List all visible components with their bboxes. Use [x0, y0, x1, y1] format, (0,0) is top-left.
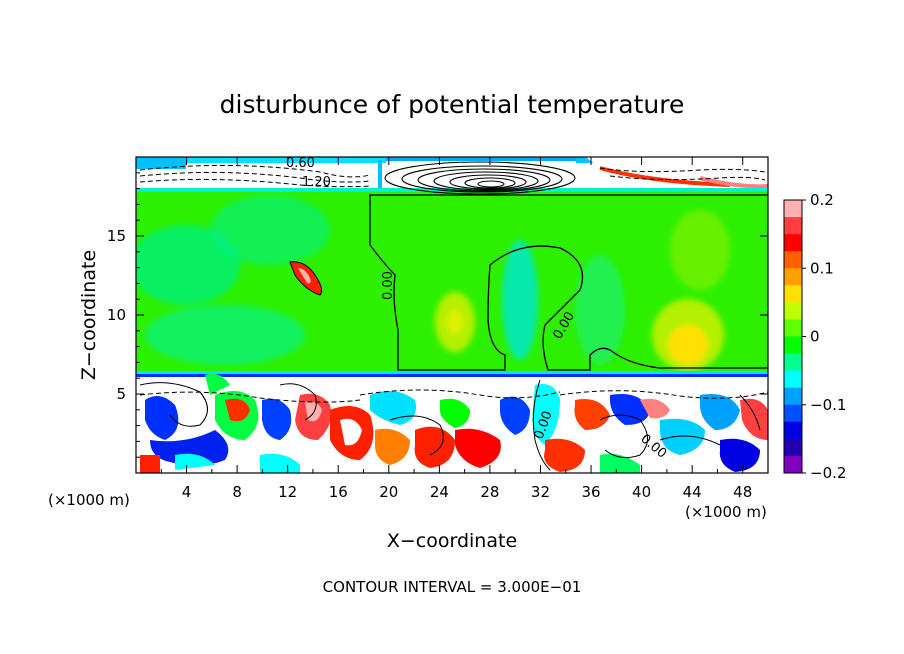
- colorbar-tick-label: −0.2: [810, 464, 846, 482]
- x-tick-label: 4: [182, 483, 192, 501]
- x-tick-label: 24: [430, 483, 449, 501]
- x-tick-label: 48: [733, 483, 752, 501]
- x-tick-label: 32: [531, 483, 550, 501]
- colorbar: 0.2 0.1 0 −0.1 −0.2: [783, 191, 846, 482]
- warm-patch: [668, 325, 708, 365]
- chart-title: disturbunce of potential temperature: [220, 90, 685, 119]
- x-axis-label: X−coordinate: [387, 530, 517, 552]
- colorbar-swatch: [784, 370, 802, 389]
- colorbar-swatch: [784, 353, 802, 372]
- contour-label: 1.20: [302, 175, 331, 190]
- contour-interval-footer: CONTOUR INTERVAL = 3.000E−01: [323, 578, 582, 596]
- colorbar-swatch: [784, 438, 802, 457]
- turbulent-structures: [140, 373, 768, 473]
- x-tick-label: 36: [581, 483, 600, 501]
- colorbar-swatch: [784, 455, 802, 474]
- x-tick-label: 16: [329, 483, 348, 501]
- cool-patch: [575, 255, 625, 365]
- contour-label: 0.00: [381, 271, 396, 300]
- y-axis-label: Z−coordinate: [78, 250, 100, 380]
- x-tick-label: 20: [379, 483, 398, 501]
- contour-label: 0.60: [286, 156, 315, 171]
- y-tick-label: 5: [116, 385, 126, 403]
- colorbar-swatch: [784, 251, 802, 269]
- colorbar-swatch: [784, 268, 802, 286]
- colorbar-tick-label: −0.1: [810, 396, 846, 414]
- colorbar-swatch: [784, 404, 802, 423]
- plot-area: [136, 157, 768, 473]
- warm-patch: [670, 210, 730, 290]
- y-axis-unit: (×1000 m): [48, 491, 130, 509]
- colorbar-swatch: [784, 319, 802, 337]
- x-tick-label: 8: [232, 483, 242, 501]
- zero-contour: [369, 194, 768, 371]
- x-tick-label: 12: [278, 483, 297, 501]
- x-tick-label: 28: [480, 483, 499, 501]
- cool-patch: [502, 240, 538, 360]
- colorbar-swatch: [784, 200, 802, 218]
- colorbar-tick-label: 0: [810, 328, 820, 346]
- cool-patch: [136, 225, 240, 305]
- x-axis-unit: (×1000 m): [685, 503, 767, 521]
- colorbar-tick-label: 0.1: [810, 259, 834, 277]
- colorbar-swatch: [784, 285, 802, 303]
- warm-patch: [447, 310, 463, 334]
- colorbar-swatch: [784, 217, 802, 235]
- colorbar-tick-label: 0.2: [810, 191, 834, 209]
- colorbar-swatch: [784, 234, 802, 252]
- cool-patch: [145, 305, 305, 365]
- colorbar-swatch: [784, 336, 802, 355]
- colorbar-swatch: [784, 387, 802, 406]
- y-tick-label: 15: [107, 227, 126, 245]
- cool-patch: [210, 195, 330, 265]
- x-tick-label: 44: [683, 483, 702, 501]
- colorbar-swatch: [784, 421, 802, 440]
- y-tick-label: 10: [107, 306, 126, 324]
- x-tick-label: 40: [632, 483, 651, 501]
- colorbar-swatch: [784, 302, 802, 320]
